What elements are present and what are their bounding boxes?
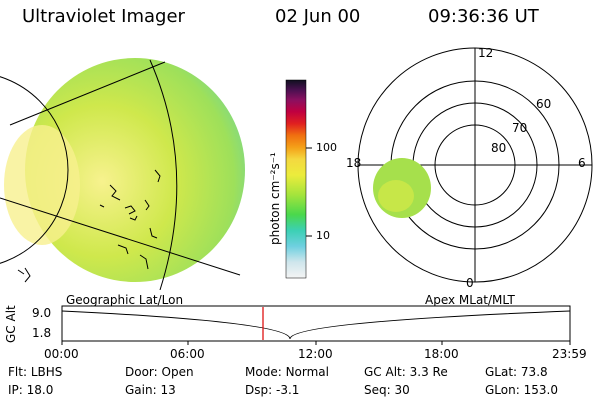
y-tick-label-9: 9.0	[32, 306, 52, 320]
footer-door: Door: Open	[125, 365, 194, 379]
lat-label-60: 60	[536, 97, 552, 111]
coastline	[17, 169, 161, 283]
footer-dsp: Dsp: -3.1	[245, 383, 300, 397]
date-label: 02 Jun 00	[275, 6, 361, 27]
mlt-label-0: 0	[466, 276, 474, 290]
x-tick-label: 00:00	[44, 347, 79, 361]
timeline-frame	[61, 305, 571, 342]
mlt-label-6: 6	[578, 156, 586, 170]
colorbar-tick-label-100: 100	[316, 141, 337, 154]
x-tick-label: 18:00	[424, 347, 459, 361]
uv-image-bright-region	[4, 125, 80, 245]
uv-image	[0, 58, 245, 290]
timeline-left-title: Geographic Lat/Lon	[66, 293, 184, 307]
instrument-title: Ultraviolet Imager	[22, 6, 185, 27]
geo-grid-line	[9, 61, 166, 126]
mlt-label-18: 18	[346, 156, 362, 170]
footer-glat: GLat: 73.8	[485, 365, 548, 379]
polar-plot	[357, 47, 593, 283]
geo-meridian	[149, 59, 178, 290]
polar-aurora-core	[378, 180, 414, 212]
terminator-arc	[0, 76, 69, 264]
lat-label-80: 80	[491, 141, 507, 155]
uv-image-disk	[25, 58, 245, 282]
colorbar-tick-label-10: 10	[316, 229, 330, 242]
colorbar-unit-label: photon cm⁻²s⁻¹	[268, 152, 282, 245]
geo-grid-line	[0, 197, 241, 276]
footer-ip: IP: 18.0	[8, 383, 54, 397]
mlt-label-12: 12	[478, 46, 494, 60]
footer-mode: Mode: Normal	[245, 365, 329, 379]
lat-label-70: 70	[512, 121, 528, 135]
footer-gc-alt: GC Alt: 3.3 Re	[364, 365, 448, 379]
footer-flt: Flt: LBHS	[8, 365, 63, 379]
footer-seq: Seq: 30	[364, 383, 410, 397]
footer-gain: Gain: 13	[125, 383, 176, 397]
colorbar	[285, 79, 307, 279]
y-tick-label-1.8: 1.8	[32, 326, 52, 340]
timeline-axis-label: GC Alt	[4, 305, 18, 343]
x-tick-label: 12:00	[298, 347, 333, 361]
gc-alt-curve	[61, 310, 571, 340]
x-tick-label: 23:59	[552, 347, 587, 361]
time-label: 09:36:36 UT	[428, 6, 539, 27]
footer-glon: GLon: 153.0	[485, 383, 558, 397]
timeline-right-title: Apex MLat/MLT	[425, 293, 515, 307]
x-tick-label: 06:00	[170, 347, 205, 361]
